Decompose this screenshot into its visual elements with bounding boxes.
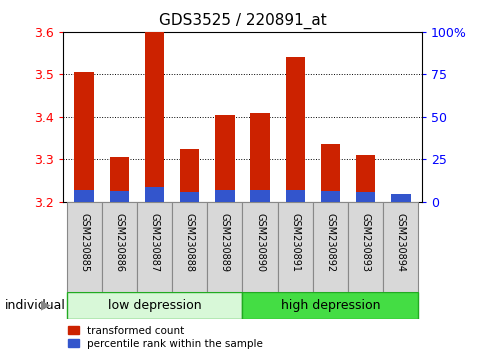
Bar [285,190,304,202]
Bar [382,202,418,292]
Bar [391,198,409,202]
Bar [215,115,234,202]
Text: ▶: ▶ [41,299,51,312]
Bar [285,57,304,202]
Bar [145,32,164,202]
Bar [102,202,136,292]
Bar [180,193,199,202]
Bar [75,190,93,202]
Text: GSM230890: GSM230890 [255,213,265,272]
Text: GSM230886: GSM230886 [114,213,124,272]
Bar [75,72,93,202]
Text: GSM230885: GSM230885 [79,213,89,272]
Bar [109,157,129,202]
Text: GSM230891: GSM230891 [290,213,300,272]
Legend: transformed count, percentile rank within the sample: transformed count, percentile rank withi… [68,326,262,349]
Bar [355,193,375,202]
Bar [242,292,418,319]
Text: GSM230893: GSM230893 [360,213,370,272]
Bar [355,155,375,202]
Bar [250,190,269,202]
Text: GSM230892: GSM230892 [325,213,335,272]
Text: low depression: low depression [107,299,201,312]
Bar [391,194,409,202]
Bar [109,191,129,202]
Text: individual: individual [5,299,66,312]
Text: high depression: high depression [280,299,379,312]
Bar [320,144,339,202]
Bar [136,202,172,292]
Bar [145,187,164,202]
Bar [215,190,234,202]
Bar [207,202,242,292]
Text: GSM230888: GSM230888 [184,213,194,272]
Bar [180,149,199,202]
Bar [66,202,102,292]
Text: GSM230887: GSM230887 [149,213,159,272]
Bar [172,202,207,292]
Bar [277,202,312,292]
Bar [348,202,382,292]
Bar [312,202,348,292]
Bar [320,191,339,202]
Bar [66,292,242,319]
Title: GDS3525 / 220891_at: GDS3525 / 220891_at [158,13,326,29]
Text: GSM230894: GSM230894 [395,213,405,272]
Bar [242,202,277,292]
Bar [250,113,269,202]
Text: GSM230889: GSM230889 [219,213,229,272]
